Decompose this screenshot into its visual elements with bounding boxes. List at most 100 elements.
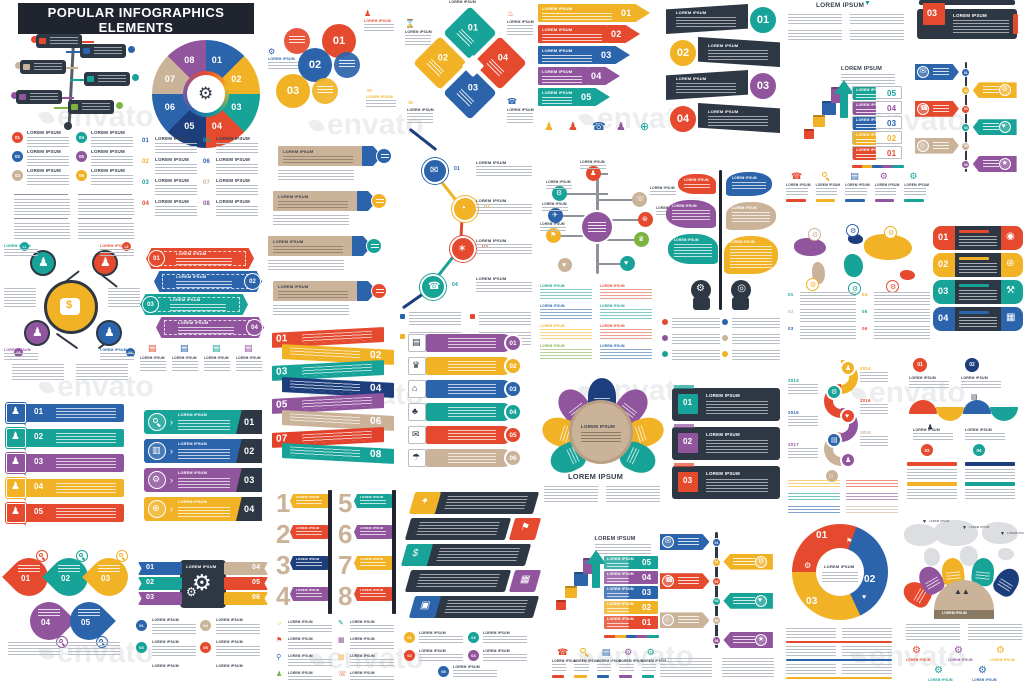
text-lines [407, 113, 433, 123]
text-lines [634, 425, 647, 443]
text-lines [786, 188, 808, 196]
text-lines [706, 479, 768, 493]
snake-node [840, 408, 856, 424]
building-icon: ▦ [518, 574, 532, 585]
big-numeral: 8 [338, 581, 353, 611]
stair-row: LOREM IPSUM 05 [604, 556, 658, 569]
text-lines [30, 93, 58, 102]
podium-person-icon: ♟ [544, 121, 554, 133]
map-pin-icon: ▼ [922, 519, 927, 525]
ribbon-number: 01 [276, 333, 288, 345]
node-label: LOREM IPSUM [542, 202, 567, 206]
text-lines [178, 420, 230, 430]
text-lines [479, 312, 531, 326]
text-lines [302, 397, 372, 410]
text-lines [476, 282, 532, 294]
timeline-dot: 02 [961, 86, 971, 96]
header-banner: POPULAR INFOGRAPHICS ELEMENTS [18, 3, 254, 35]
arrow-label: LOREM IPSUM [178, 320, 209, 325]
text-lines [216, 206, 258, 218]
teardrop-cluster: 01 02 03 04 05 [2, 546, 136, 658]
icon-underline [786, 199, 806, 202]
timeline-tag: ★ [972, 156, 1017, 172]
text-lines [98, 75, 126, 84]
wave-arc [990, 407, 1018, 421]
person-icon: ♟ [927, 424, 934, 431]
text-lines [302, 363, 372, 377]
text-lines [732, 212, 770, 224]
icon-label: LOREM IPSUM [641, 659, 667, 663]
node-icon: ♟ [845, 457, 852, 464]
banner-number: 03 [683, 476, 693, 485]
text-lines [953, 20, 1009, 34]
text-lines [672, 334, 720, 345]
text-lines [448, 453, 496, 463]
icon-underline [815, 199, 836, 202]
wave-arc [963, 400, 991, 414]
phone-icon: ☎ [592, 121, 606, 133]
text-lines [822, 572, 858, 582]
stairs-chart-bottom: LOREM IPSUM LOREM IPSUM 05 LOREM IPSUM 04 LOR… [552, 532, 664, 642]
right-tag: 04 [224, 562, 268, 575]
arrow-bar: LOREM IPSUM [538, 67, 588, 85]
browser-label: LOREM IPSUM [172, 356, 197, 360]
trapezoid-panel: LOREM IPSUM [698, 37, 780, 67]
legend-square [470, 314, 475, 319]
legend-label: LOREM IPSUM [419, 631, 446, 635]
banner-label: LOREM IPSUM [283, 149, 314, 154]
text-lines [339, 60, 355, 69]
trapezoid-label: LOREM IPSUM [708, 43, 739, 48]
magnifier-handle [825, 177, 830, 181]
spoke-label: LOREM IPSUM [4, 348, 31, 352]
ribbon-label: LOREM IPSUM [360, 557, 384, 561]
text-lines [91, 137, 133, 147]
text-lines [8, 642, 60, 656]
legend-badge: 04 [76, 132, 87, 143]
text-lines [800, 326, 856, 339]
text-lines [443, 496, 529, 510]
snake-node [826, 432, 842, 448]
ribbon-number: 02 [370, 349, 382, 361]
wave-number-circle: 01 [913, 358, 927, 372]
gear-icon: ⚙ [890, 284, 897, 291]
color-bar [965, 462, 1015, 466]
branch-line [596, 199, 632, 201]
stair-row-number: 01 [642, 618, 652, 627]
monitor-icon: ▦ [1006, 312, 1016, 323]
gear-icon-label: LOREM IPSUM [268, 57, 295, 61]
text-lines [594, 544, 651, 554]
spoke-label: LOREM IPSUM [4, 244, 31, 248]
bubble-label: LOREM IPSUM [732, 206, 757, 210]
satellite-circle [30, 250, 56, 276]
para-heading: LOREM IPSUM [540, 324, 565, 328]
dashed-arrow: LOREM IPSUM [156, 317, 264, 338]
text-lines [27, 175, 69, 185]
text-lines [860, 436, 888, 446]
text-lines [676, 17, 736, 29]
icon-square [6, 478, 26, 498]
timeline-dot: 05 [711, 616, 721, 626]
banner-accent [1013, 14, 1018, 34]
mini-label: LOREM IPSUM [288, 654, 313, 658]
text-lines [800, 309, 856, 322]
pinwheel-number: 04 [497, 52, 509, 63]
gauge-band: LOREM IPSUM [934, 610, 994, 619]
node-icon: ⚙ [556, 190, 563, 197]
stair-row: LOREM IPSUM 01 [604, 616, 658, 629]
text-lines [100, 353, 134, 361]
phone-icon-label: LOREM IPSUM [507, 108, 534, 112]
dashed-arrow: LOREM IPSUM [140, 294, 248, 315]
flowchart-tree [8, 32, 140, 134]
icon-underline [596, 675, 610, 678]
dark-banner: 01 LOREM IPSUM [672, 385, 780, 421]
text-lines [288, 676, 332, 681]
satellite-number-dot: 04 [126, 348, 135, 357]
arrow-number: 05 [581, 92, 592, 102]
trapezoid-number-circle: 04 [668, 104, 698, 134]
arrow-number: 03 [601, 50, 612, 60]
big-numeral: 5 [338, 488, 353, 518]
map-pin-icon: ▼ [962, 525, 967, 531]
numeral-ribbon: LOREM IPSUM [354, 525, 392, 539]
legend-circle: 04 [200, 620, 211, 631]
para-heading: LOREM IPSUM [540, 344, 565, 348]
